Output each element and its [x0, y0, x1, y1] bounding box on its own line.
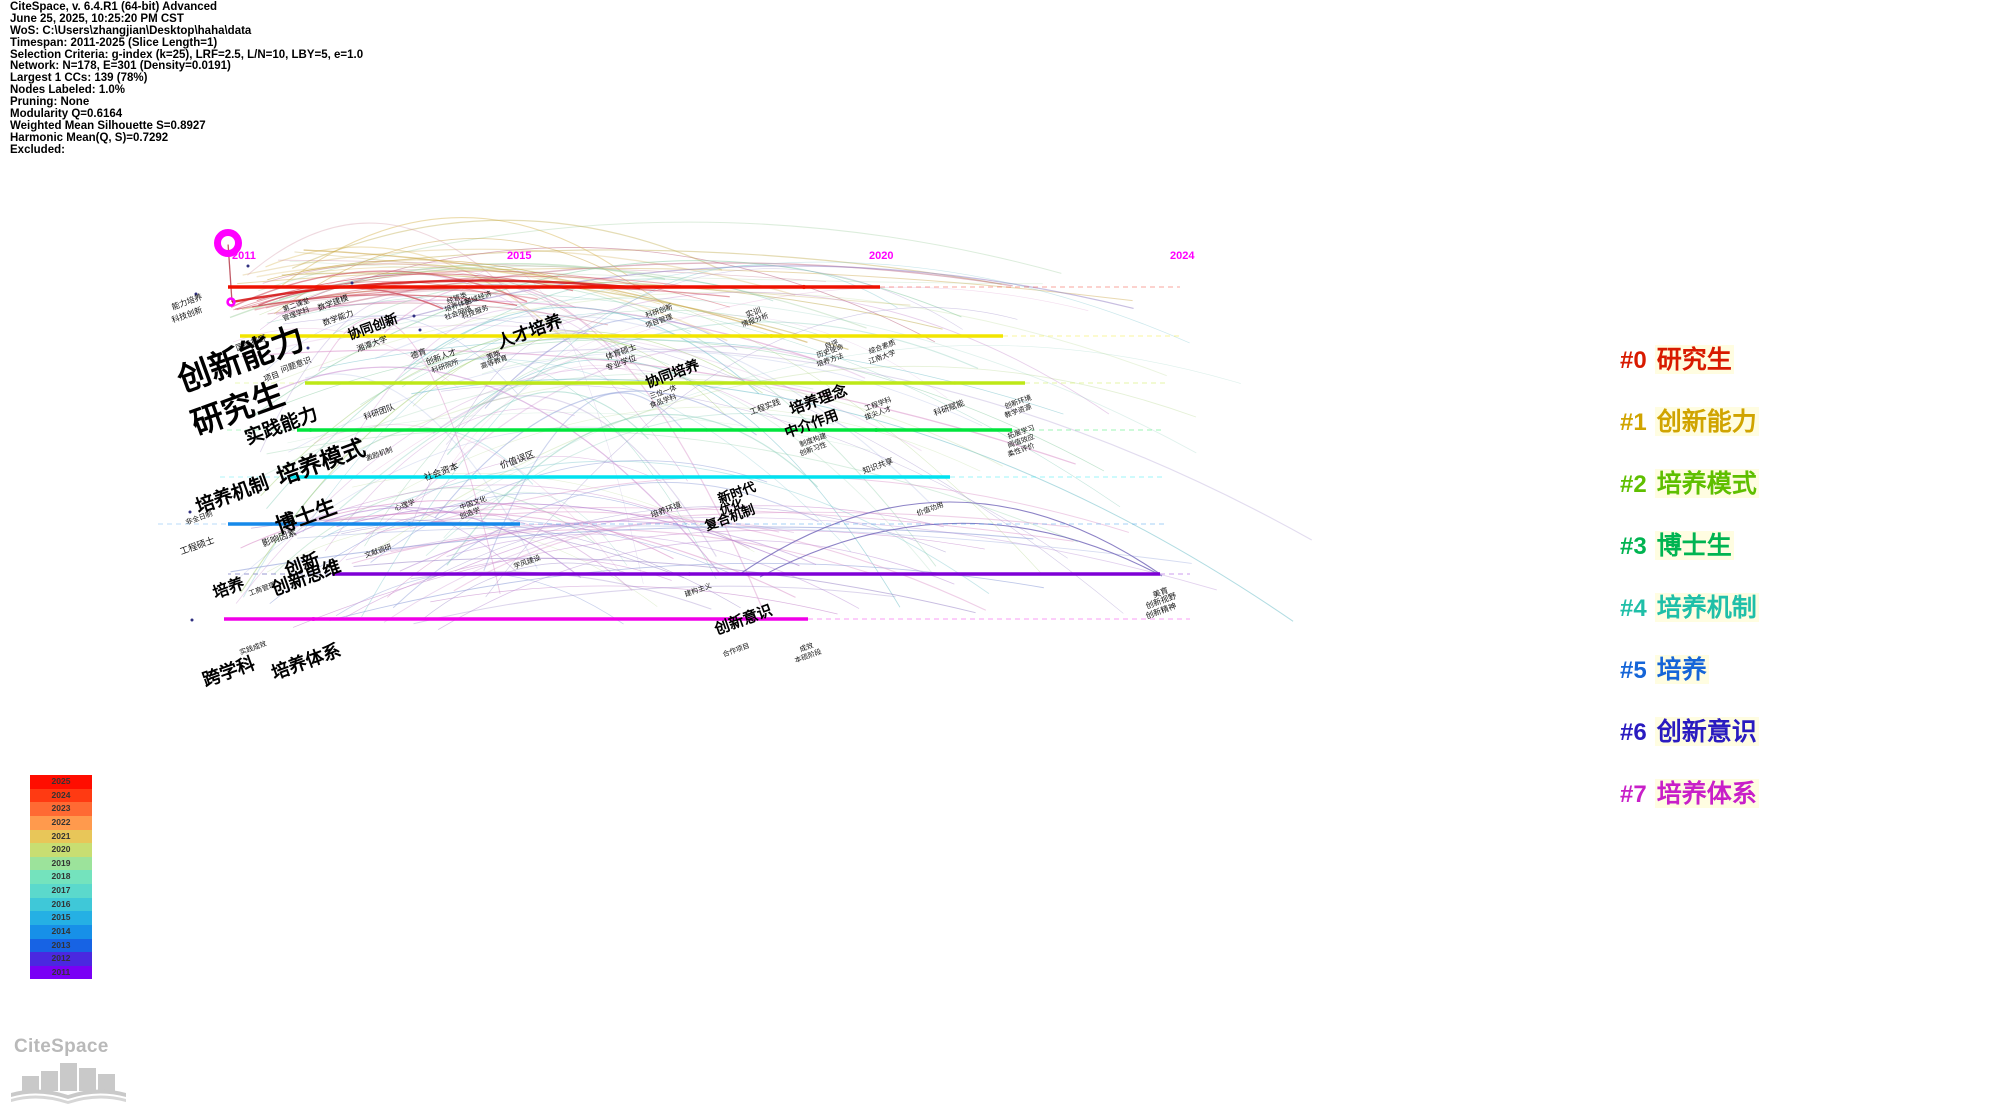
legend-cluster-label: 培养	[1654, 655, 1709, 684]
metadata-line-0: CiteSpace, v. 6.4.R1 (64-bit) Advanced	[10, 1, 218, 13]
color-scale-band-2011: 2011	[30, 965, 92, 980]
color-scale-band-2013: 2013	[30, 938, 92, 953]
legend-cluster-id: #5	[1620, 657, 1647, 684]
color-scale-year: 2019	[51, 857, 71, 868]
metadata-block: CiteSpace, v. 6.4.R1 (64-bit) Advanced Ju…	[10, 1, 364, 157]
network-nodes	[188, 229, 1032, 622]
color-scale-band-2019: 2019	[30, 856, 92, 871]
color-scale-year: 2025	[51, 776, 71, 786]
metadata-line-6: Largest 1 CCs: 139 (78%)	[10, 72, 148, 85]
cluster-legend[interactable]: #0 研究生 #1 创新能力 #2 培养模式 #3 博士生 #4 培养机制 #5 培养 #6 创新意识 #7…	[1620, 345, 1950, 841]
legend-cluster-label: 培养体系	[1654, 779, 1759, 808]
legend-cluster-label: 培养机制	[1654, 593, 1759, 622]
legend-item-3[interactable]: #3 博士生	[1620, 531, 1950, 593]
legend-item-0[interactable]: #0 研究生	[1620, 345, 1950, 407]
color-scale-band-2015: 2015	[30, 911, 92, 925]
metadata-line-5: Network: N=178, E=301 (Density=0.0191)	[10, 60, 231, 73]
metadata-line-11: Harmonic Mean(Q, S)=0.7292	[10, 131, 169, 144]
legend-cluster-id: #2	[1620, 471, 1647, 498]
color-scale-band-2021: 2021	[30, 829, 92, 844]
legend-item-7[interactable]: #7 培养体系	[1620, 779, 1950, 841]
year-label-2011: 2011	[232, 250, 256, 262]
metadata-line-10: Weighted Mean Silhouette S=0.8927	[10, 119, 206, 132]
citespace-logo-text: CiteSpace	[14, 1036, 109, 1057]
link-curves	[227, 217, 1313, 630]
color-scale-band-2020: 2020	[30, 843, 92, 857]
color-scale-band-2023: 2023	[30, 802, 92, 816]
legend-cluster-label: 博士生	[1654, 531, 1734, 560]
cluster-timelines	[158, 285, 1190, 621]
color-scale-year: 2012	[51, 953, 71, 964]
legend-cluster-id: #0	[1620, 347, 1647, 374]
year-label-2024: 2024	[1170, 250, 1195, 262]
legend-cluster-id: #7	[1620, 781, 1647, 808]
color-scale-year: 2014	[51, 925, 71, 936]
color-scale-year: 2020	[51, 844, 71, 855]
metadata-line-4: Selection Criteria: g-index (k=25), LRF=…	[10, 48, 364, 61]
legend-item-2[interactable]: #2 培养模式	[1620, 469, 1950, 531]
color-scale-band-2012: 2012	[30, 952, 92, 966]
legend-cluster-label: 研究生	[1654, 345, 1734, 374]
year-label-2020: 2020	[869, 250, 894, 262]
color-scale-year: 2016	[51, 898, 71, 909]
color-scale-year: 2024	[51, 789, 71, 800]
color-scale-year: 2023	[51, 803, 71, 814]
color-scale-band-2014: 2014	[30, 924, 92, 939]
legend-cluster-id: #3	[1620, 533, 1647, 560]
metadata-line-8: Pruning: None	[10, 96, 90, 109]
metadata-line-1: June 25, 2025, 10:25:20 PM CST	[10, 12, 184, 25]
color-scale-band-2017: 2017	[30, 884, 92, 898]
legend-cluster-label: 培养模式	[1654, 469, 1759, 498]
color-scale-band-2016: 2016	[30, 897, 92, 912]
legend-cluster-id: #4	[1620, 595, 1647, 622]
color-scale-year: 2011	[51, 966, 71, 977]
color-scale-year: 2018	[51, 871, 71, 882]
color-scale-year: 2015	[51, 912, 71, 923]
color-scale-year: 2021	[51, 830, 71, 841]
color-scale-band-2018: 2018	[30, 870, 92, 884]
year-label-2015: 2015	[507, 250, 532, 262]
metadata-line-7: Nodes Labeled: 1.0%	[10, 84, 126, 97]
color-scale-year: 2013	[51, 939, 71, 950]
legend-cluster-id: #1	[1620, 409, 1647, 436]
legend-cluster-id: #6	[1620, 719, 1647, 746]
metadata-line-9: Modularity Q=0.6164	[10, 108, 123, 121]
legend-cluster-label: 创新能力	[1654, 407, 1759, 436]
citespace-logo-icon	[11, 1063, 126, 1104]
color-scale-year: 2017	[51, 885, 71, 895]
metadata-line-2: WoS: C:\Users\zhangjian\Desktop\haha\dat…	[10, 24, 252, 37]
legend-item-5[interactable]: #5 培养	[1620, 655, 1950, 717]
color-scale-band-2022: 2022	[30, 815, 92, 830]
color-scale-band-2025: 2025	[30, 775, 92, 789]
legend-item-6[interactable]: #6 创新意识	[1620, 717, 1950, 779]
legend-item-4[interactable]: #4 培养机制	[1620, 593, 1950, 655]
legend-cluster-label: 创新意识	[1654, 717, 1759, 746]
metadata-line-3: Timespan: 2011-2025 (Slice Length=1)	[10, 36, 218, 49]
color-scale-year: 2022	[51, 816, 71, 827]
year-color-scale: 2025 2024 2023 2022 2021 2020 2019 2018 2017 2016…	[30, 775, 92, 993]
color-scale-band-2024: 2024	[30, 788, 92, 803]
metadata-line-12: Excluded:	[10, 143, 65, 156]
legend-item-1[interactable]: #1 创新能力	[1620, 407, 1950, 469]
